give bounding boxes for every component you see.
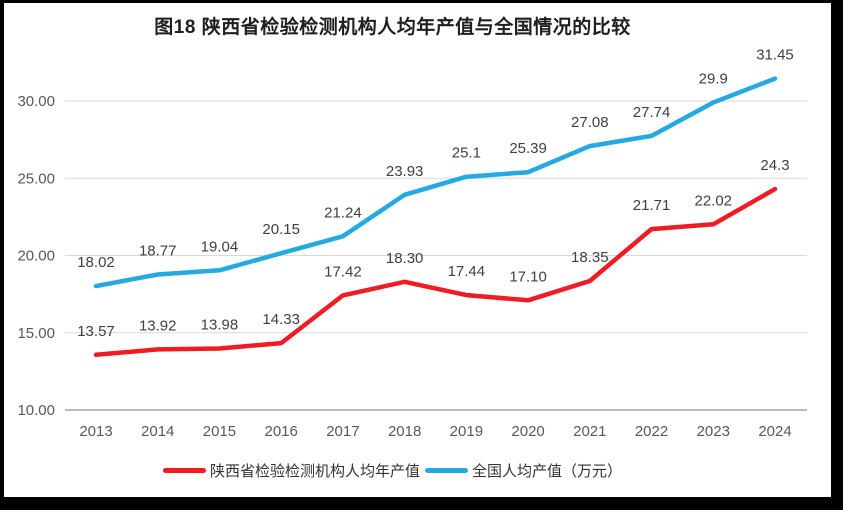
data-label-series-0: 13.57 xyxy=(77,323,115,340)
data-label-series-1: 20.15 xyxy=(262,221,300,238)
data-label-series-0: 18.30 xyxy=(386,250,424,267)
x-axis-label: 2019 xyxy=(450,423,483,440)
data-label-series-1: 25.1 xyxy=(452,145,481,162)
data-label-series-0: 17.42 xyxy=(324,263,362,280)
y-axis-tick-label: 15.00 xyxy=(17,325,55,342)
data-label-series-0: 14.33 xyxy=(262,311,300,328)
data-label-series-0: 18.35 xyxy=(571,249,609,266)
data-label-series-1: 18.02 xyxy=(77,254,115,271)
y-axis-tick-label: 30.00 xyxy=(17,93,55,110)
data-label-series-1: 25.39 xyxy=(509,140,547,157)
chart-title: 图18 陕西省检验检测机构人均年产值与全国情况的比较 xyxy=(154,17,631,38)
x-axis-label: 2016 xyxy=(264,423,297,440)
y-axis-tick-label: 20.00 xyxy=(17,248,55,265)
data-label-series-0: 21.71 xyxy=(633,197,671,214)
legend-label-shaanxi: 陕西省检验检测机构人均年产值 xyxy=(209,462,420,480)
legend-line-sample-blue xyxy=(425,467,468,473)
data-label-series-1: 18.77 xyxy=(139,243,177,260)
data-label-series-0: 24.3 xyxy=(760,157,789,174)
x-axis-label: 2022 xyxy=(635,423,668,440)
x-axis-label: 2021 xyxy=(573,423,606,440)
data-label-series-0: 17.44 xyxy=(448,263,486,280)
x-axis-label: 2014 xyxy=(141,423,174,440)
data-label-series-1: 31.45 xyxy=(756,47,794,64)
data-label-series-0: 13.98 xyxy=(201,317,239,334)
data-label-series-1: 27.08 xyxy=(571,114,609,131)
x-axis-label: 2018 xyxy=(388,423,421,440)
data-label-series-0: 17.10 xyxy=(509,268,547,285)
data-label-series-1: 21.24 xyxy=(324,204,362,221)
series-line-1 xyxy=(93,76,778,289)
data-label-series-0: 22.02 xyxy=(694,192,732,209)
legend-item-national[interactable]: 全国人均产值（万元） xyxy=(425,460,622,481)
x-axis-label: 2013 xyxy=(79,423,112,440)
data-label-series-1: 29.9 xyxy=(699,71,728,88)
data-label-series-1: 19.04 xyxy=(201,238,239,255)
data-label-series-0: 13.92 xyxy=(139,317,177,334)
x-axis-label: 2023 xyxy=(697,423,730,440)
x-axis-label: 2024 xyxy=(758,423,791,440)
legend: 陕西省检验检测机构人均年产值 全国人均产值（万元） xyxy=(0,458,806,482)
y-axis-tick-label: 10.00 xyxy=(17,402,55,419)
legend-label-national: 全国人均产值（万元） xyxy=(472,462,623,480)
chart-canvas: 图18 陕西省检验检测机构人均年产值与全国情况的比较 30.00 25.00 20.… xyxy=(4,3,831,497)
data-label-series-1: 27.74 xyxy=(633,104,671,121)
y-axis-tick-label: 25.00 xyxy=(17,170,55,187)
legend-line-sample-red xyxy=(162,467,206,473)
plot-area: 30.00 25.00 20.00 15.00 10.00 2013 2014 2015 201… xyxy=(17,47,807,440)
x-axis-label: 2017 xyxy=(326,423,359,440)
data-label-series-1: 23.93 xyxy=(386,163,424,180)
x-axis-label: 2020 xyxy=(511,423,544,440)
series-line-0 xyxy=(93,186,778,358)
x-axis-label: 2015 xyxy=(203,423,236,440)
legend-item-shaanxi[interactable]: 陕西省检验检测机构人均年产值 xyxy=(162,460,420,481)
